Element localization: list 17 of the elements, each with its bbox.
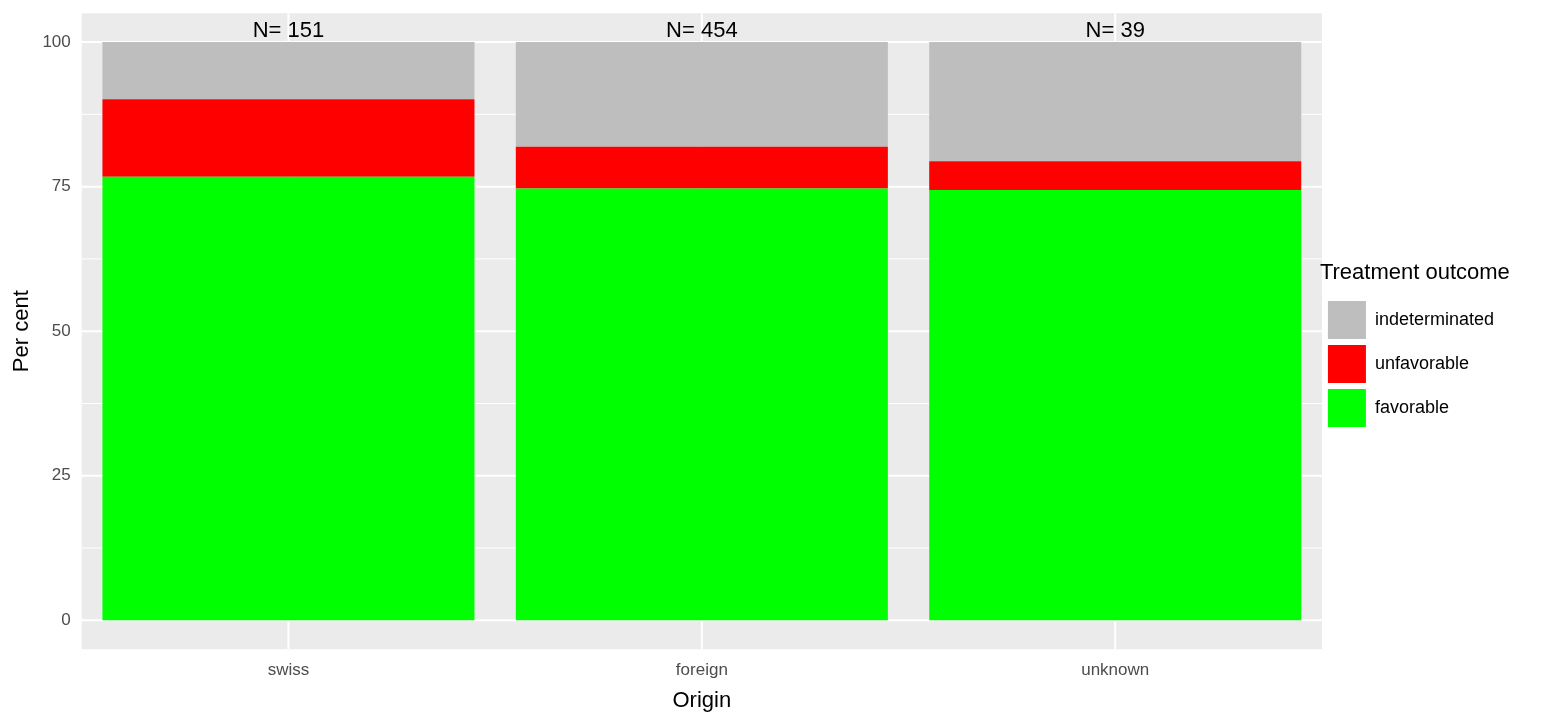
x-tick-label: swiss xyxy=(267,660,310,680)
x-tick-label: foreign xyxy=(675,660,728,680)
x-axis-title: Origin xyxy=(672,686,732,712)
legend-label: indeterminated xyxy=(1374,308,1494,329)
y-tick-label: 50 xyxy=(51,320,71,340)
y-tick-label: 100 xyxy=(42,31,71,51)
legend-label: unfavorable xyxy=(1374,352,1469,373)
annotation: N= 151 xyxy=(252,17,325,43)
annotation: N= 454 xyxy=(666,17,738,43)
y-tick-label: 0 xyxy=(61,609,71,629)
y-tick-label: 25 xyxy=(51,465,71,485)
x-tick-label: unknown xyxy=(1081,660,1150,680)
annotation: N= 39 xyxy=(1085,17,1145,43)
y-axis-title: Per cent xyxy=(8,290,34,373)
legend-title: Treatment outcome xyxy=(1319,259,1510,284)
legend-label: favorable xyxy=(1374,396,1449,417)
y-tick-label: 75 xyxy=(51,176,71,196)
